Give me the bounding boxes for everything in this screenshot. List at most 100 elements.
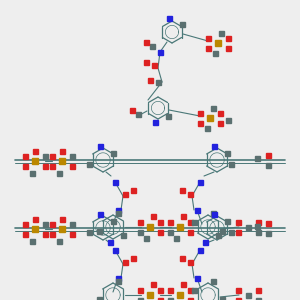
Bar [194,208,200,212]
Bar [266,220,271,226]
Bar [122,191,128,196]
Bar [143,40,148,44]
Bar [116,278,121,284]
Bar [50,154,55,158]
Bar [116,275,121,281]
Bar [215,232,220,238]
Bar [110,151,116,155]
Bar [70,154,74,158]
Bar [32,217,38,221]
Bar [245,224,250,230]
Bar [212,212,217,217]
Bar [188,230,193,235]
Bar [206,35,211,40]
Bar [256,287,260,292]
Bar [197,110,202,116]
Bar [211,106,215,110]
Bar [188,191,193,196]
Bar [158,298,163,300]
Bar [218,110,223,116]
Bar [188,287,193,292]
Bar [181,214,185,218]
Bar [122,260,128,265]
Bar [167,16,172,20]
Bar [70,164,74,169]
Bar [43,221,47,226]
Bar [137,230,142,235]
Bar [207,115,213,121]
Bar [226,118,230,122]
Bar [158,230,163,235]
Bar [98,212,103,217]
Bar [148,77,152,83]
Bar [137,298,142,300]
Bar [181,281,185,286]
Bar [43,154,47,158]
Bar [191,287,196,292]
Bar [236,298,241,300]
Bar [130,107,134,112]
Bar [97,229,101,233]
Bar [152,119,158,124]
Bar [147,224,153,230]
Bar [167,287,172,292]
Bar [191,220,196,224]
Bar [167,230,172,235]
Bar [107,239,112,244]
Bar [218,121,223,125]
Bar [179,256,184,260]
Bar [110,218,116,224]
Bar [188,260,193,265]
Bar [32,226,38,232]
Bar [220,296,224,300]
Bar [70,232,74,236]
Bar [112,179,118,184]
Bar [56,170,61,175]
Bar [143,59,148,64]
Bar [22,232,28,236]
Bar [229,161,233,166]
Bar [70,221,74,226]
Bar [155,80,160,85]
Bar [59,226,65,232]
Bar [167,298,172,300]
Bar [151,281,155,286]
Bar [167,220,172,224]
Bar [59,217,64,221]
Bar [43,164,47,169]
Bar [211,211,215,215]
Bar [236,220,241,224]
Bar [50,232,55,236]
Bar [266,230,271,236]
Bar [149,44,154,49]
Bar [266,152,271,158]
Bar [226,46,230,50]
Bar [197,248,202,253]
Bar [220,229,224,233]
Bar [177,224,183,230]
Bar [137,287,142,292]
Bar [86,230,92,235]
Bar [224,218,230,224]
Bar [59,148,64,154]
Bar [98,143,103,148]
Bar [266,163,271,167]
Bar [158,50,163,55]
Bar [116,211,121,215]
Bar [188,220,193,224]
Bar [130,188,136,193]
Bar [86,161,92,166]
Bar [152,62,157,68]
Bar [22,164,28,169]
Bar [121,232,125,238]
Bar [256,230,260,235]
Bar [143,236,148,241]
Bar [22,221,28,226]
Bar [147,292,153,298]
Bar [151,214,155,218]
Bar [50,164,55,169]
Bar [179,22,184,26]
Bar [205,125,209,130]
Bar [206,46,211,50]
Bar [215,40,221,46]
